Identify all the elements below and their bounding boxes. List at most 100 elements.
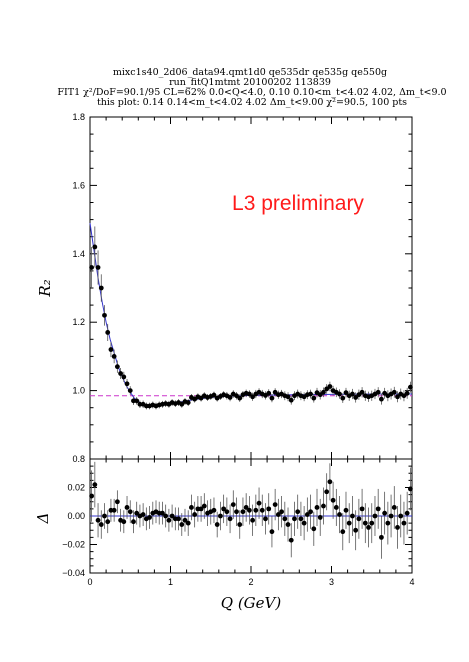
residual-point xyxy=(131,519,136,525)
x-tick-label: 4 xyxy=(409,577,414,587)
top-y-tick-label: 0.8 xyxy=(72,454,85,464)
residual-point xyxy=(147,515,152,520)
residual-point xyxy=(114,499,120,505)
top-data-point xyxy=(404,390,410,396)
residual-point xyxy=(256,500,262,506)
residual-point xyxy=(246,507,252,513)
header-line-1: mixc1s40_2d06_data94.qmt1d0 qe535dr qe53… xyxy=(113,67,387,78)
top-data-point xyxy=(359,389,365,395)
residual-point xyxy=(308,509,313,515)
top-data-point xyxy=(246,391,252,397)
residual-point xyxy=(127,509,133,515)
top-data-point xyxy=(185,400,191,405)
top-data-point xyxy=(269,395,275,401)
top-data-point xyxy=(211,392,217,398)
residual-point xyxy=(105,519,111,525)
residual-point xyxy=(369,520,375,526)
residual-point xyxy=(343,507,349,513)
header-line-2: run_fitQ1mtmt 20100202 113839 xyxy=(169,77,331,88)
top-data-point xyxy=(311,395,317,401)
header-line-4: this plot: 0.14 0.14<m_t<4.02 4.02 Δm_t<… xyxy=(97,97,407,108)
residual-point xyxy=(89,493,95,499)
top-data-point xyxy=(127,388,133,393)
top-data-point xyxy=(285,394,291,400)
residual-point xyxy=(388,513,394,519)
x-tick-label: 0 xyxy=(87,577,92,587)
residual-point xyxy=(166,517,172,523)
residual-point xyxy=(404,510,410,516)
top-data-point xyxy=(114,364,120,370)
residual-point xyxy=(221,506,227,512)
bottom-y-tick-label: 0.00 xyxy=(67,511,85,521)
bottom-y-tick-label: 0.02 xyxy=(67,483,85,493)
top-data-point xyxy=(92,244,98,250)
residual-point xyxy=(398,513,404,519)
residual-point xyxy=(275,512,281,517)
top-y-tick-label: 1.4 xyxy=(72,249,85,259)
residual-point xyxy=(282,516,288,522)
top-data-point xyxy=(327,384,333,389)
top-data-point xyxy=(102,312,107,318)
residual-point xyxy=(382,510,388,516)
residual-point xyxy=(259,507,265,513)
residual-point xyxy=(295,509,301,515)
residual-point xyxy=(240,509,246,515)
top-data-point xyxy=(89,265,95,270)
residual-point xyxy=(253,507,259,513)
residual-point xyxy=(176,516,181,522)
residual-point xyxy=(337,512,342,517)
residual-point xyxy=(98,522,104,527)
residual-point xyxy=(160,510,165,516)
residual-point xyxy=(201,503,207,509)
residual-point xyxy=(285,522,291,527)
top-data-point xyxy=(375,389,381,395)
bottom-y-tick-label: −0.02 xyxy=(62,540,85,550)
residual-point xyxy=(304,512,310,517)
residual-point xyxy=(92,482,98,488)
preliminary-annotation: L3 preliminary xyxy=(232,192,364,215)
residual-point xyxy=(121,519,127,525)
residual-point xyxy=(234,509,239,515)
residual-point xyxy=(350,513,355,519)
residual-point xyxy=(95,517,101,523)
residual-point xyxy=(250,517,256,523)
residual-point xyxy=(321,503,326,509)
residual-point xyxy=(324,489,330,495)
residual-point xyxy=(391,505,397,510)
x-axis-label: Q (GeV) xyxy=(221,594,282,612)
residual-point xyxy=(327,479,333,485)
bottom-residual-points xyxy=(89,461,413,559)
residual-point xyxy=(330,497,336,503)
top-data-point xyxy=(353,395,359,400)
top-data-point xyxy=(95,265,101,270)
residual-point xyxy=(340,529,346,535)
residual-point xyxy=(379,534,384,540)
residual-point xyxy=(111,507,117,513)
top-data-point xyxy=(350,391,355,397)
residual-point xyxy=(140,512,146,517)
residual-point xyxy=(230,502,236,507)
residual-point xyxy=(198,506,204,512)
residual-point xyxy=(227,516,233,522)
x-tick-label: 3 xyxy=(329,577,334,587)
residual-point xyxy=(169,513,175,519)
residual-point xyxy=(269,529,275,535)
top-data-point xyxy=(321,389,326,395)
residual-point xyxy=(288,537,294,543)
top-data-point xyxy=(407,384,413,390)
top-data-point xyxy=(337,391,342,397)
top-data-point xyxy=(266,390,272,396)
top-data-point xyxy=(237,395,243,401)
bottom-y-axis-label: Δ xyxy=(34,513,52,525)
residual-point xyxy=(272,502,278,507)
top-data-point xyxy=(391,389,397,395)
top-data-point xyxy=(227,395,233,400)
top-data-point xyxy=(250,394,256,400)
residual-point xyxy=(385,520,391,526)
residual-point xyxy=(192,512,198,517)
bottom-panel: −0.04 −0.02 0.00 0.02 0 1 2 3 4 Δ Q (GeV) xyxy=(34,458,415,612)
top-data-point xyxy=(308,391,313,397)
top-data-point xyxy=(379,396,384,402)
